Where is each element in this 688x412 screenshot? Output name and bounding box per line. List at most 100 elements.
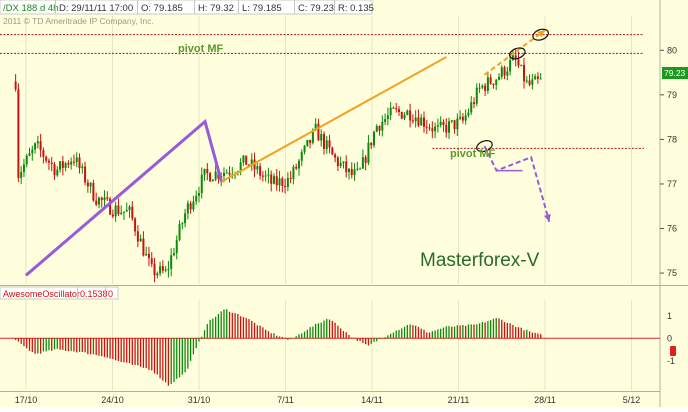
candle-body xyxy=(64,163,67,168)
candle-body xyxy=(67,163,70,165)
candle-body xyxy=(389,107,392,116)
x-tick-label: 24/10 xyxy=(101,395,124,405)
candle-body xyxy=(467,112,470,116)
trend-drawings xyxy=(25,28,551,277)
candle-body xyxy=(484,85,487,91)
candle-body xyxy=(156,273,159,276)
candle-body xyxy=(425,126,428,128)
oscillator-histogram xyxy=(0,309,660,386)
candle-body xyxy=(189,203,192,210)
candle-body xyxy=(517,59,520,66)
candle-body xyxy=(95,200,98,205)
last-price-badge xyxy=(662,67,688,79)
candle-body xyxy=(228,172,231,175)
x-tick-label: 17/10 xyxy=(15,395,38,405)
candle-body xyxy=(184,213,187,224)
candle-body xyxy=(509,59,512,72)
target-marker xyxy=(532,28,549,41)
projection-orange xyxy=(483,29,546,76)
watermark: Masterforex-V xyxy=(420,250,540,271)
candle-body xyxy=(147,253,150,259)
candle-body xyxy=(22,164,25,172)
candle-body xyxy=(242,155,245,163)
y-tick-label: 76 xyxy=(667,224,677,234)
candle-body xyxy=(403,114,406,119)
last-price-label: 79.23 xyxy=(664,68,686,78)
candle-body xyxy=(261,175,264,177)
candle-body xyxy=(434,126,437,132)
candle-body xyxy=(195,195,198,202)
candle-body xyxy=(139,238,142,242)
candle-body xyxy=(42,150,45,157)
candle-body xyxy=(297,160,300,169)
candle-body xyxy=(197,193,200,196)
low-label: L: 79.185 xyxy=(242,3,282,14)
candle-body xyxy=(128,206,131,211)
candle-body xyxy=(56,169,59,176)
candle-body xyxy=(172,253,175,256)
candle-body xyxy=(245,155,248,165)
candle-body xyxy=(86,182,89,187)
x-tick-label: 21/11 xyxy=(448,395,470,405)
candle-body xyxy=(409,110,412,121)
candle-body xyxy=(109,198,112,215)
candle-body xyxy=(81,166,84,168)
candle-body xyxy=(353,169,356,176)
candle-body xyxy=(414,117,417,122)
candle-body xyxy=(203,168,206,175)
osc-tick-label: 1 xyxy=(667,311,672,321)
candle-body xyxy=(361,157,364,169)
candle-body xyxy=(247,164,250,166)
candle-body xyxy=(481,85,484,88)
close-label: C: 79.23 xyxy=(298,3,334,14)
high-label: H: 79.32 xyxy=(198,3,234,14)
candle-body xyxy=(486,77,489,91)
x-tick-label: 7/11 xyxy=(277,395,294,405)
candle-body xyxy=(175,239,178,254)
candle-body xyxy=(489,77,492,84)
candle-body xyxy=(306,139,309,146)
y-tick-label: 78 xyxy=(667,134,677,144)
candle-body xyxy=(153,263,156,276)
candle-body xyxy=(356,168,359,170)
x-tick-label: 14/11 xyxy=(361,395,383,405)
candle-body xyxy=(200,174,203,194)
osc-tick-label: -1 xyxy=(667,356,675,366)
candle-body xyxy=(164,269,167,271)
x-tick-label: 31/10 xyxy=(188,395,211,405)
candle-body xyxy=(453,120,456,130)
candle-body xyxy=(311,129,314,143)
candle-body xyxy=(478,87,481,89)
candle-body xyxy=(259,166,262,176)
oscillator-name: AwesomeOscillator xyxy=(3,289,80,299)
time-axis: 17/10 24/10 31/10 7/11 14/11 21/11 28/11 5/12 xyxy=(15,395,641,405)
candle-body xyxy=(456,118,459,130)
candle-body xyxy=(309,139,312,143)
candle-body xyxy=(331,147,334,155)
candle-body xyxy=(45,156,48,161)
candle-body xyxy=(286,177,289,187)
oscillator-header xyxy=(0,286,119,300)
candle-body xyxy=(328,140,331,148)
candle-body xyxy=(50,162,53,165)
candle-body xyxy=(464,115,467,121)
candlestick-series xyxy=(14,49,542,283)
candle-body xyxy=(523,64,526,82)
candle-body xyxy=(417,117,420,126)
candle-body xyxy=(442,121,445,125)
candle-body xyxy=(170,255,173,269)
candle-body xyxy=(264,175,267,177)
candle-body xyxy=(378,125,381,131)
candle-body xyxy=(514,55,517,60)
candle-body xyxy=(145,253,148,256)
candle-body xyxy=(281,178,284,187)
candle-body xyxy=(14,81,17,90)
candle-body xyxy=(320,134,323,141)
candle-body xyxy=(384,119,387,122)
candle-body xyxy=(372,131,375,146)
header-bar xyxy=(0,0,373,15)
candle-body xyxy=(211,179,214,182)
candle-body xyxy=(89,182,92,187)
candle-body xyxy=(350,168,353,176)
